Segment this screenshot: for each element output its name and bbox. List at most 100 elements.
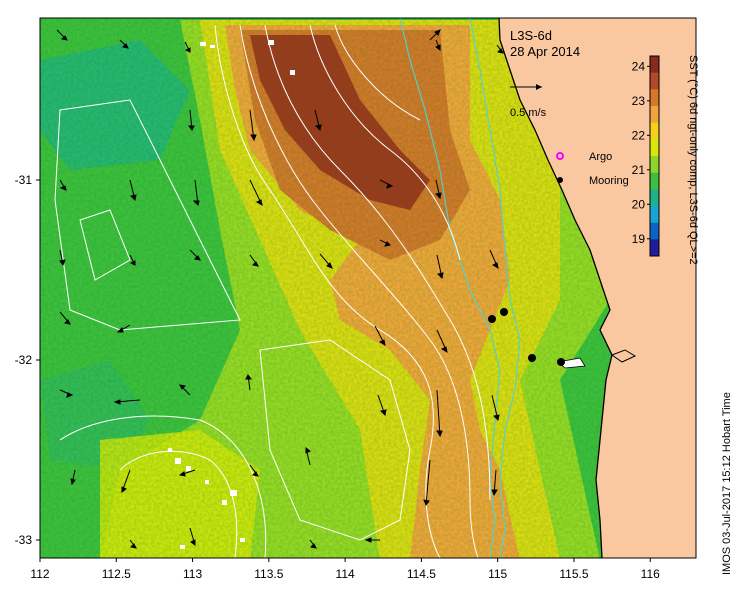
current-arrow — [309, 539, 317, 549]
x-tick-label: 114.5 — [407, 567, 436, 581]
mooring-marker — [500, 308, 508, 316]
current-arrow — [70, 469, 76, 486]
credit-label: IMOS 03-Jul-2017 15:12 Hobart Time — [721, 392, 733, 575]
colorbar-tick-label: 20 — [632, 197, 646, 211]
colorbar-tick-label: 19 — [632, 232, 646, 246]
current-arrow — [192, 179, 200, 206]
current-arrow — [59, 311, 71, 325]
mooring-markers — [488, 308, 565, 366]
current-arrow — [56, 29, 68, 41]
sst-field — [40, 18, 696, 558]
x-tick-label: 115 — [488, 567, 507, 581]
colorbar-segment — [650, 72, 659, 90]
current-arrow — [245, 374, 252, 391]
scale-arrow-label: 0.5 m/s — [510, 107, 547, 119]
x-tick-label: 115.5 — [559, 567, 588, 581]
current-arrow — [314, 109, 322, 132]
current-arrow — [189, 249, 201, 261]
colorbar-segment — [650, 222, 659, 240]
current-arrow — [178, 469, 196, 477]
mooring-marker — [488, 315, 496, 323]
coastal-lake — [557, 357, 586, 369]
mooring-label: Mooring — [589, 175, 629, 187]
x-tick-label: 116 — [641, 567, 660, 581]
colorbar-tick-label: 24 — [632, 59, 646, 73]
current-arrow — [249, 179, 263, 207]
colorbar-frame — [649, 55, 660, 257]
mooring-symbol — [557, 177, 563, 183]
x-tick-label: 112.5 — [102, 567, 131, 581]
current-arrow — [116, 324, 131, 333]
y-axis: -31 -32 -33 — [15, 173, 40, 547]
y-tick-label: -31 — [15, 173, 33, 187]
legend: Argo Mooring — [556, 151, 629, 187]
current-arrow — [59, 249, 66, 267]
colorbar-segment — [650, 122, 659, 140]
current-arrow — [435, 39, 441, 51]
current-arrow — [59, 389, 74, 398]
current-arrow — [491, 394, 500, 422]
y-tick-label: -33 — [15, 533, 33, 547]
current-arrow — [249, 109, 257, 142]
current-arrow — [434, 179, 442, 200]
colorbar-segment — [650, 56, 659, 74]
current-arrow — [319, 253, 333, 269]
current-arrow — [184, 41, 191, 53]
coastline — [498, 18, 613, 558]
colorbar-tick-label: 23 — [632, 94, 646, 108]
current-arrow — [249, 464, 259, 477]
colorbar-segment — [650, 139, 659, 157]
x-axis: 112 112.5 113 113.5 114 114.5 115 115.5 116 — [30, 558, 660, 581]
colorbar-segment — [650, 189, 659, 207]
current-arrow — [379, 179, 394, 189]
colorbar-segment — [650, 239, 659, 257]
cloud-mask-pixels — [168, 40, 295, 549]
estuary — [610, 349, 637, 363]
x-tick-label: 112 — [30, 567, 49, 581]
colorbar-segment — [650, 206, 659, 224]
current-arrow — [364, 537, 380, 543]
colorbar-tick-label: 22 — [632, 128, 646, 142]
scale-arrow — [510, 84, 542, 90]
current-arrow — [429, 29, 441, 41]
current-arrow — [436, 329, 448, 354]
current-arrow — [377, 394, 387, 417]
colorbar-title: SST (°C) 6d ngt-only comp, L3S-6d QL>=2 — [687, 55, 699, 265]
current-arrow — [113, 399, 141, 405]
colorbar-tick-label: 21 — [632, 163, 646, 177]
argo-label: Argo — [589, 151, 612, 163]
current-arrow — [374, 325, 386, 347]
current-arrow — [305, 447, 311, 466]
y-tick-label: -32 — [15, 353, 33, 367]
colorbar: 24 23 22 21 20 19 — [632, 55, 660, 257]
current-arrow — [496, 44, 504, 54]
australia-land — [499, 18, 696, 558]
current-arrow — [423, 459, 431, 507]
colorbar-segment — [650, 106, 659, 124]
colorbar-segment — [650, 89, 659, 107]
x-tick-label: 113.5 — [254, 567, 283, 581]
current-arrow — [436, 254, 444, 280]
current-arrow — [489, 249, 499, 270]
current-arrow — [436, 389, 443, 438]
current-arrow — [249, 254, 259, 267]
x-tick-label: 114 — [336, 567, 355, 581]
plot-frame — [39, 17, 697, 559]
bathymetry-contours — [399, 18, 521, 558]
current-arrow — [119, 39, 129, 49]
current-arrow — [179, 384, 191, 396]
current-arrow — [189, 527, 196, 546]
date-label: 28 Apr 2014 — [510, 44, 580, 59]
current-arrow — [129, 254, 136, 266]
x-tick-label: 113 — [183, 567, 202, 581]
product-label: L3S-6d — [510, 28, 552, 43]
current-arrow — [59, 179, 67, 191]
argo-symbol — [556, 152, 564, 160]
colorbar-segment — [650, 172, 659, 190]
velocity-arrows — [56, 29, 504, 549]
current-arrow — [188, 109, 195, 131]
current-arrow — [129, 179, 137, 202]
mooring-marker — [528, 354, 536, 362]
current-arrow — [121, 469, 131, 493]
